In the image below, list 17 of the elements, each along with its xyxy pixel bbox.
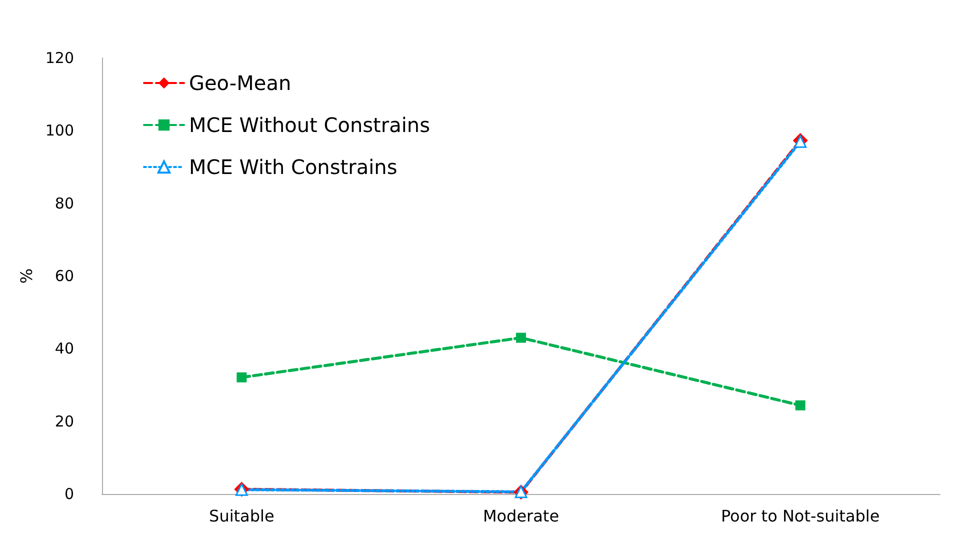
y-tick-label: 100 [45,122,74,140]
x-tick-label: Moderate [482,506,560,526]
y-tick-label: 0 [64,485,74,503]
y-tick-label: 80 [54,194,74,212]
point [236,372,247,382]
point [516,332,526,343]
legend-label: MCE Without Constrains [189,113,430,137]
legend-label: MCE With Constrains [189,155,398,179]
x-tick-label: Suitable [209,506,274,526]
y-tick-label: 20 [54,412,74,430]
x-tick-label: Poor to Not-suitable [720,506,880,526]
point [795,400,806,410]
y-axis-title: % [16,268,36,284]
legend-label: Geo-Mean [189,71,292,95]
y-tick-label: 60 [54,267,74,285]
y-tick-label: 40 [54,340,74,358]
y-tick-label: 120 [45,49,74,67]
